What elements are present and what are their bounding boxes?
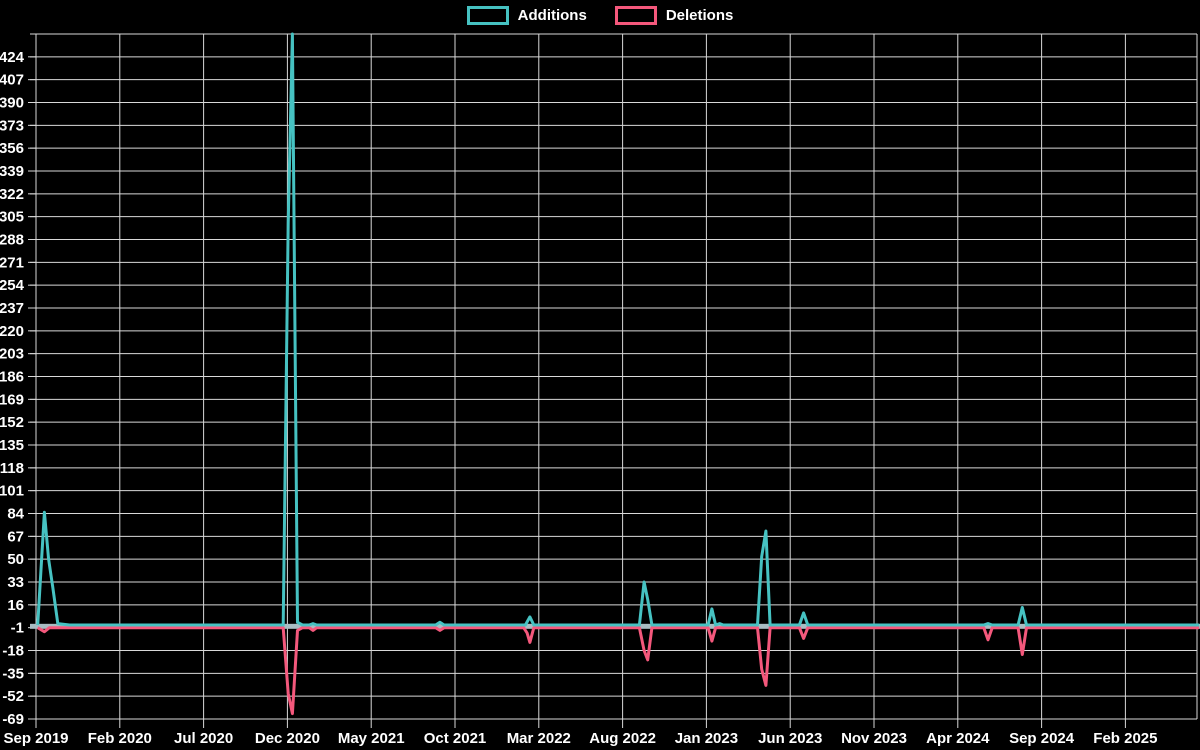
svg-text:288: 288 xyxy=(0,232,24,249)
chart-legend: Additions Deletions xyxy=(0,6,1200,25)
svg-text:373: 373 xyxy=(0,117,24,134)
horizontal-gridlines xyxy=(30,33,1197,720)
y-tick-marks xyxy=(28,56,36,720)
svg-text:Feb 2020: Feb 2020 xyxy=(88,730,152,747)
svg-text:237: 237 xyxy=(0,300,24,317)
svg-text:152: 152 xyxy=(0,414,24,431)
legend-label: Additions xyxy=(517,7,587,24)
legend-item-additions[interactable]: Additions xyxy=(466,6,587,25)
y-axis-labels: 424 407 390 373 356 339 322 305 288 271 254 237 220 2… xyxy=(0,49,25,728)
svg-text:390: 390 xyxy=(0,95,24,112)
svg-text:Mar 2022: Mar 2022 xyxy=(507,730,571,747)
svg-text:Feb 2025: Feb 2025 xyxy=(1093,730,1157,747)
svg-text:Nov 2023: Nov 2023 xyxy=(841,730,907,747)
svg-text:169: 169 xyxy=(0,391,24,408)
svg-text:Dec 2020: Dec 2020 xyxy=(255,730,320,747)
svg-text:339: 339 xyxy=(0,163,24,180)
svg-text:101: 101 xyxy=(0,483,24,500)
svg-text:84: 84 xyxy=(7,506,24,523)
svg-text:356: 356 xyxy=(0,140,24,157)
svg-text:Oct 2021: Oct 2021 xyxy=(424,730,487,747)
svg-text:33: 33 xyxy=(7,574,24,591)
svg-text:407: 407 xyxy=(0,72,24,89)
legend-item-deletions[interactable]: Deletions xyxy=(614,6,734,25)
svg-text:-52: -52 xyxy=(2,688,24,705)
svg-text:-1: -1 xyxy=(11,620,24,637)
legend-label: Deletions xyxy=(665,7,734,24)
svg-text:-18: -18 xyxy=(2,643,24,660)
svg-text:305: 305 xyxy=(0,209,24,226)
deletions-swatch xyxy=(614,6,657,25)
svg-text:424: 424 xyxy=(0,49,25,66)
svg-text:16: 16 xyxy=(7,597,24,614)
svg-text:Aug 2022: Aug 2022 xyxy=(589,730,656,747)
svg-text:254: 254 xyxy=(0,277,25,294)
svg-text:271: 271 xyxy=(0,254,24,271)
svg-text:67: 67 xyxy=(7,528,24,545)
svg-text:203: 203 xyxy=(0,346,24,363)
svg-text:220: 220 xyxy=(0,323,24,340)
svg-text:Jul 2020: Jul 2020 xyxy=(174,730,233,747)
svg-text:186: 186 xyxy=(0,369,24,386)
svg-text:Sep 2019: Sep 2019 xyxy=(3,730,68,747)
svg-text:-35: -35 xyxy=(2,665,24,682)
additions-line xyxy=(36,32,1200,627)
svg-text:Apr 2024: Apr 2024 xyxy=(926,730,990,747)
svg-text:322: 322 xyxy=(0,186,24,203)
svg-text:135: 135 xyxy=(0,437,24,454)
svg-text:Jan 2023: Jan 2023 xyxy=(675,730,738,747)
svg-text:118: 118 xyxy=(0,460,24,477)
svg-text:Sep 2024: Sep 2024 xyxy=(1009,730,1075,747)
additions-swatch xyxy=(466,6,509,25)
svg-text:-69: -69 xyxy=(2,711,24,728)
x-axis-labels: Sep 2019 Feb 2020 Jul 2020 Dec 2020 May 2021… xyxy=(3,730,1157,747)
deletions-line xyxy=(36,626,1200,716)
svg-text:May 2021: May 2021 xyxy=(338,730,405,747)
vertical-gridlines xyxy=(35,34,1198,728)
svg-text:Jun 2023: Jun 2023 xyxy=(758,730,822,747)
svg-text:50: 50 xyxy=(7,551,24,568)
